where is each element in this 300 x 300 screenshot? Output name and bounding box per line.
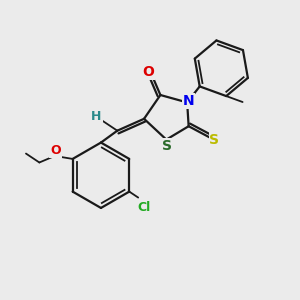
Text: S: S: [209, 133, 220, 147]
Text: H: H: [91, 110, 102, 123]
Text: O: O: [142, 65, 154, 79]
Text: S: S: [162, 139, 172, 153]
Text: Cl: Cl: [137, 201, 150, 214]
Text: N: N: [183, 94, 194, 108]
Text: O: O: [50, 144, 61, 157]
